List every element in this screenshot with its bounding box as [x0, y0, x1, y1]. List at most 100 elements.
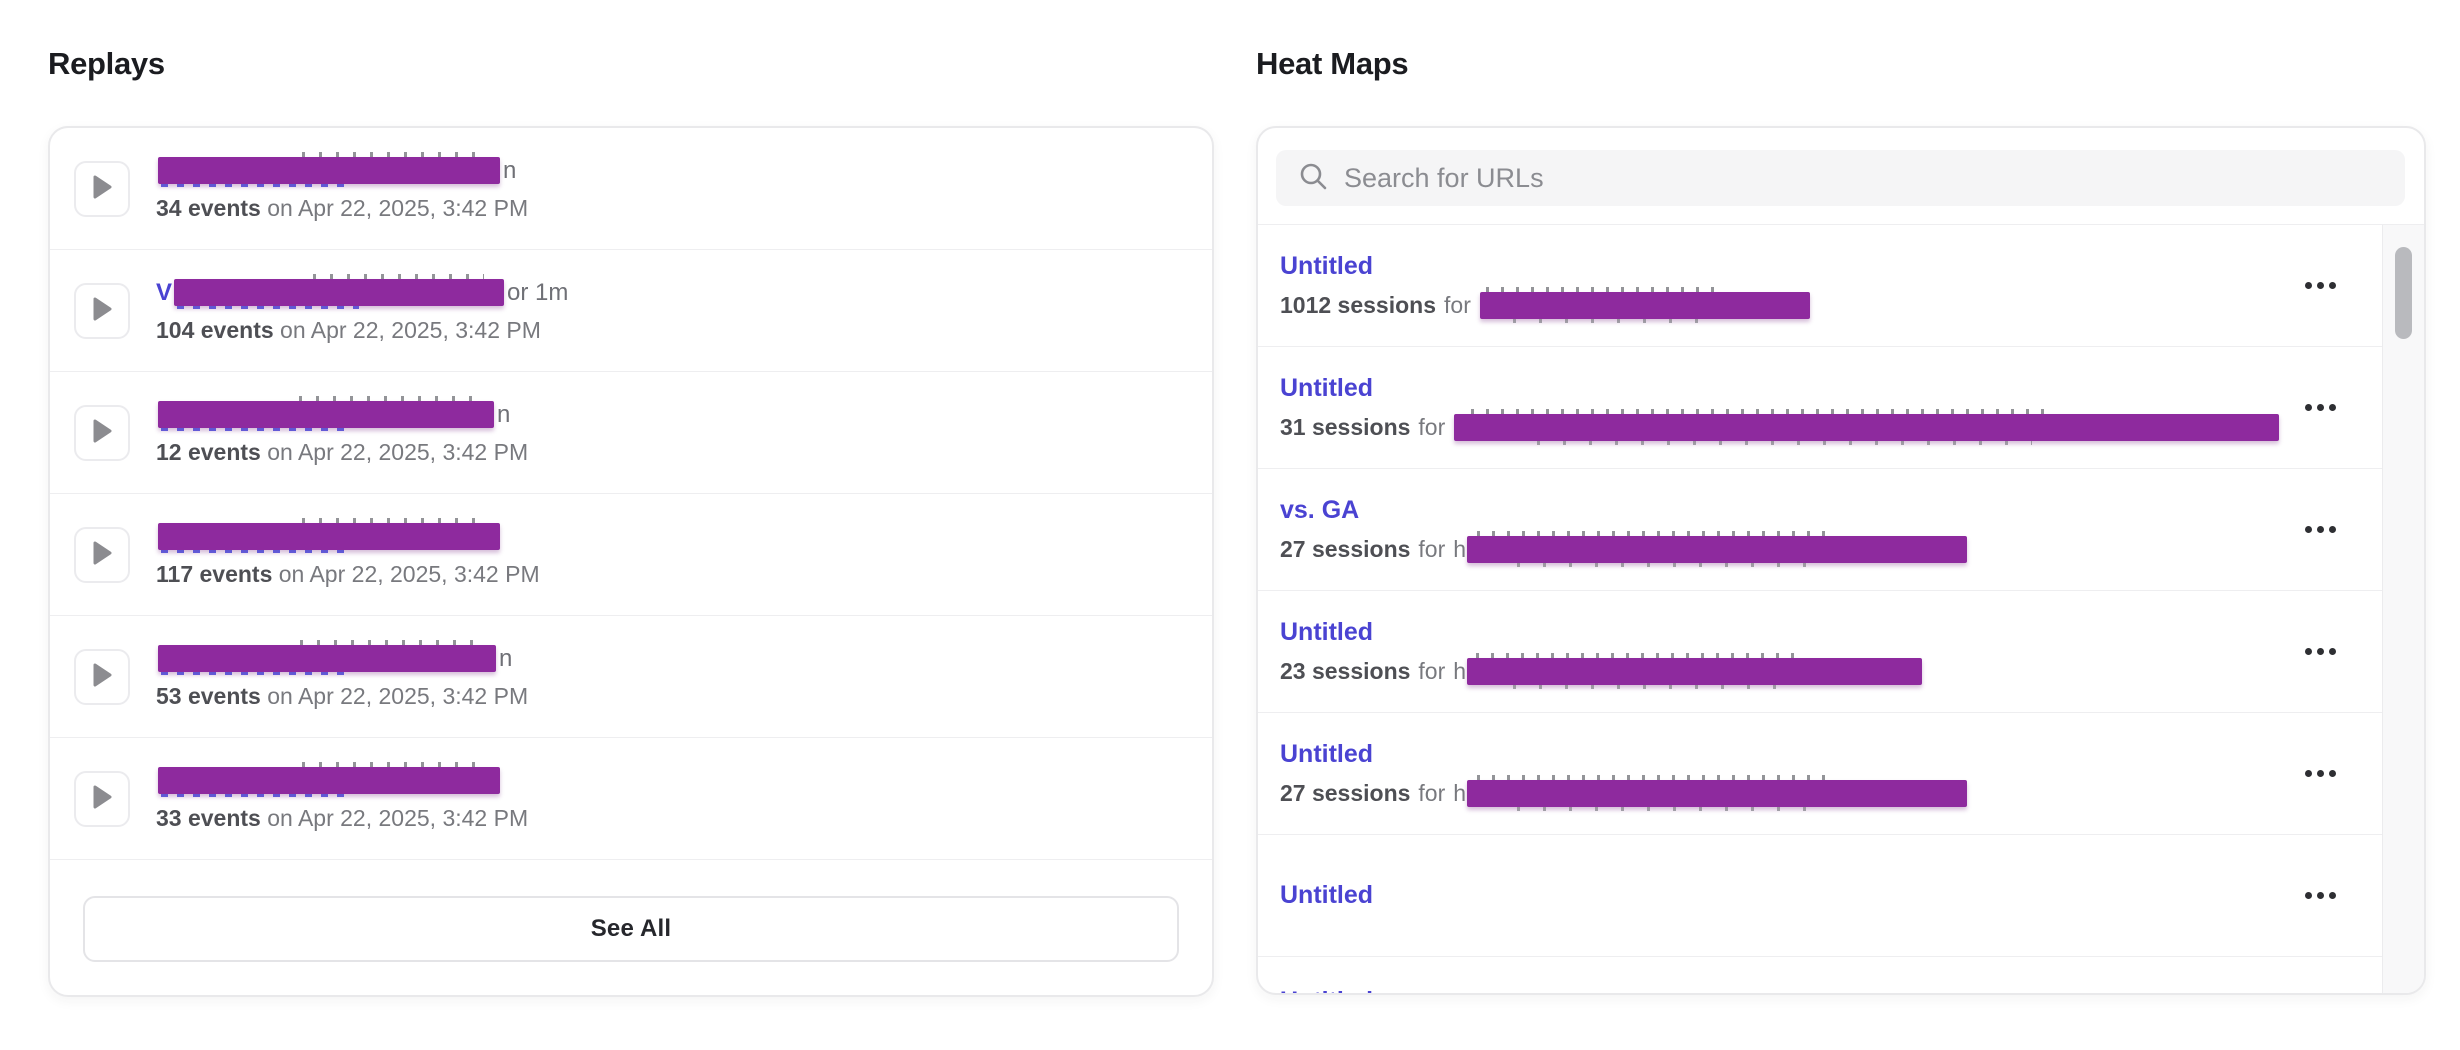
url-fragment: h	[1453, 780, 1467, 806]
url-redaction-bar	[1454, 409, 2280, 445]
replay-meta: 117 events on Apr 22, 2025, 3:42 PM	[156, 561, 540, 588]
replay-row[interactable]: n 53 events on Apr 22, 2025, 3:42 PM	[50, 616, 1212, 738]
redaction-bar	[158, 518, 500, 553]
replay-info: n 34 events on Apr 22, 2025, 3:42 PM	[156, 152, 528, 222]
replay-date: on Apr 22, 2025, 3:42 PM	[267, 804, 529, 831]
replay-session-link[interactable]: n	[156, 152, 528, 187]
replay-row[interactable]: 33 events on Apr 22, 2025, 3:42 PM	[50, 738, 1212, 860]
replay-date: on Apr 22, 2025, 3:42 PM	[267, 194, 529, 221]
heatmap-meta: 31 sessions for	[1280, 409, 2280, 445]
kebab-menu-icon[interactable]	[2303, 886, 2338, 905]
scrollbar-track[interactable]	[2382, 225, 2424, 993]
replay-session-link[interactable]: n	[156, 396, 528, 431]
replay-row[interactable]: 117 events on Apr 22, 2025, 3:42 PM	[50, 494, 1212, 616]
heatmap-title-link[interactable]: Untitled	[1280, 618, 1374, 646]
heatmap-info: Untitled 31 sessions for	[1280, 374, 2280, 445]
replay-info: n 53 events on Apr 22, 2025, 3:42 PM	[156, 640, 528, 710]
heatmap-row[interactable]: Untitled	[1258, 835, 2382, 957]
heatmap-meta: 1012 sessions for	[1280, 287, 1810, 323]
heatmap-row[interactable]: Untitled 31 sessions for	[1258, 347, 2382, 469]
session-count: 1012 sessions	[1280, 292, 1437, 318]
for-label: for	[1418, 536, 1446, 562]
url-redaction-bar	[1467, 531, 1968, 567]
replay-session-link[interactable]: V or 1m	[156, 274, 569, 309]
replay-row[interactable]: n 34 events on Apr 22, 2025, 3:42 PM	[50, 128, 1212, 250]
heatmap-info: Untitled	[1280, 987, 1373, 993]
see-all-button[interactable]: See All	[83, 896, 1179, 962]
play-button[interactable]	[74, 648, 130, 705]
visit-duration-fragment: n	[503, 156, 517, 184]
visit-duration-fragment: n	[499, 644, 513, 672]
kebab-menu-icon[interactable]	[2303, 520, 2338, 539]
for-label: for	[1418, 658, 1446, 684]
replay-meta: 34 events on Apr 22, 2025, 3:42 PM	[156, 195, 528, 222]
heatmap-info: Untitled	[1280, 881, 1373, 910]
kebab-menu-icon[interactable]	[2303, 398, 2338, 417]
heatmap-meta: 27 sessions for h	[1280, 531, 1968, 567]
heatmap-title-link[interactable]: vs. GA	[1280, 496, 1360, 524]
kebab-menu-icon[interactable]	[2303, 764, 2338, 783]
heatmap-row[interactable]: vs. GA 27 sessions for h	[1258, 469, 2382, 591]
play-button[interactable]	[74, 770, 130, 827]
heatmap-info: Untitled 27 sessions for h	[1280, 740, 1968, 811]
play-button[interactable]	[74, 160, 130, 217]
play-button[interactable]	[74, 404, 130, 461]
play-button[interactable]	[74, 526, 130, 583]
visitor-name-fragment: V	[156, 278, 173, 306]
replay-info: 117 events on Apr 22, 2025, 3:42 PM	[156, 518, 540, 588]
replay-session-link[interactable]	[156, 762, 528, 797]
heatmap-title-link[interactable]: Untitled	[1280, 881, 1374, 909]
heatmap-row[interactable]: Untitled 23 sessions for h	[1258, 591, 2382, 713]
event-count: 33 events	[156, 804, 261, 831]
replay-meta: 104 events on Apr 22, 2025, 3:42 PM	[156, 317, 568, 344]
replay-info: V or 1m 104 events on Apr 22, 2025, 3:42…	[156, 274, 569, 344]
kebab-menu-icon[interactable]	[2303, 642, 2338, 661]
heatmap-info: Untitled 23 sessions for h	[1280, 618, 1923, 689]
heatmaps-title: Heat Maps	[1256, 46, 1409, 81]
replay-info: 33 events on Apr 22, 2025, 3:42 PM	[156, 762, 529, 832]
visit-duration-fragment: n	[497, 400, 511, 428]
event-count: 104 events	[156, 316, 274, 343]
heatmap-title-link[interactable]: Untitled	[1280, 987, 1373, 993]
replay-info: n 12 events on Apr 22, 2025, 3:42 PM	[156, 396, 528, 466]
replay-session-link[interactable]	[156, 518, 540, 553]
for-label: for	[1418, 780, 1446, 806]
heatmap-row[interactable]: Untitled 1012 sessions for	[1258, 225, 2382, 347]
heatmap-title-link[interactable]: Untitled	[1280, 740, 1374, 768]
for-label: for	[1418, 414, 1446, 440]
play-icon	[91, 784, 113, 813]
for-label: for	[1444, 292, 1471, 318]
play-icon	[91, 174, 113, 203]
replay-session-link[interactable]: n	[156, 640, 528, 675]
play-icon	[91, 418, 113, 447]
replays-card: n 34 events on Apr 22, 2025, 3:42 PM V o…	[48, 126, 1214, 997]
heatmap-row-clipped[interactable]: Untitled	[1258, 957, 2382, 993]
heatmap-meta: 23 sessions for h	[1280, 653, 1923, 689]
heatmaps-card: Untitled 1012 sessions for Untitled 31 s…	[1256, 126, 2426, 995]
play-icon	[91, 296, 113, 325]
heatmaps-panel: Heat Maps Untitled 1012 sessions for	[1256, 46, 2426, 995]
replay-row[interactable]: V or 1m 104 events on Apr 22, 2025, 3:42…	[50, 250, 1212, 372]
play-icon	[91, 540, 113, 569]
play-button[interactable]	[74, 282, 130, 339]
url-search-box[interactable]	[1276, 150, 2405, 206]
kebab-menu-icon[interactable]	[2303, 276, 2338, 295]
url-redaction-bar	[1479, 287, 1810, 323]
event-count: 34 events	[156, 194, 261, 221]
replay-date: on Apr 22, 2025, 3:42 PM	[267, 438, 529, 465]
event-count: 117 events	[156, 560, 273, 587]
replay-row[interactable]: n 12 events on Apr 22, 2025, 3:42 PM	[50, 372, 1212, 494]
search-input[interactable]	[1344, 162, 2383, 194]
heatmap-title-link[interactable]: Untitled	[1280, 374, 1374, 402]
heatmap-title-link[interactable]: Untitled	[1280, 252, 1374, 280]
scrollbar-thumb[interactable]	[2395, 247, 2412, 339]
redaction-bar	[158, 152, 500, 187]
search-area	[1258, 128, 2424, 224]
session-count: 27 sessions	[1280, 536, 1411, 562]
redaction-bar	[174, 274, 505, 309]
heatmap-info: vs. GA 27 sessions for h	[1280, 496, 1968, 567]
heatmap-row[interactable]: Untitled 27 sessions for h	[1258, 713, 2382, 835]
replay-meta: 12 events on Apr 22, 2025, 3:42 PM	[156, 439, 528, 466]
session-count: 31 sessions	[1280, 414, 1411, 440]
visit-duration-fragment: or 1m	[507, 278, 569, 306]
